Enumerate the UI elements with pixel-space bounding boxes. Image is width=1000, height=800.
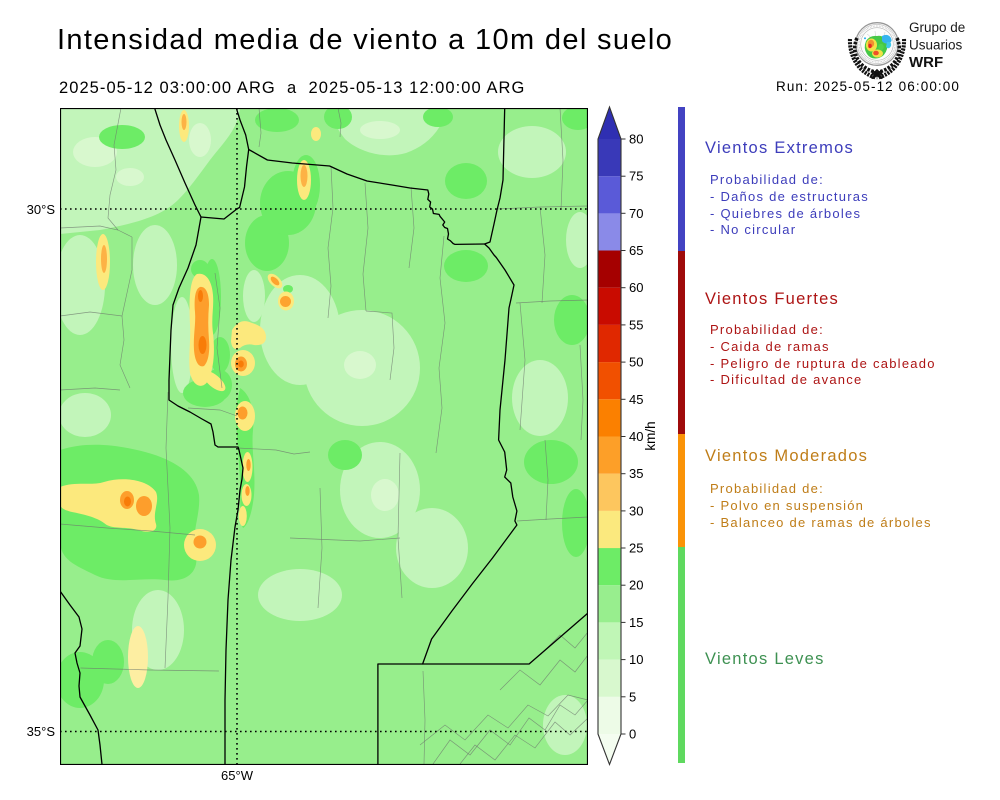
svg-text:45: 45 xyxy=(629,392,643,407)
svg-text:55: 55 xyxy=(629,317,643,332)
svg-text:WRF: WRF xyxy=(909,54,943,71)
svg-text:70: 70 xyxy=(629,206,643,221)
svg-text:5: 5 xyxy=(629,689,636,704)
svg-text:75: 75 xyxy=(629,169,643,184)
svg-text:30: 30 xyxy=(629,503,643,518)
svg-text:50: 50 xyxy=(629,355,643,370)
svg-text:Grupo de: Grupo de xyxy=(909,20,965,35)
svg-text:35: 35 xyxy=(629,466,643,481)
svg-text:20: 20 xyxy=(629,578,643,593)
svg-text:80: 80 xyxy=(629,132,643,147)
svg-text:15: 15 xyxy=(629,615,643,630)
svg-text:Usuarios: Usuarios xyxy=(909,38,963,53)
svg-text:25: 25 xyxy=(629,541,643,556)
svg-text:0: 0 xyxy=(629,727,636,742)
svg-text:km/h: km/h xyxy=(643,421,658,450)
svg-text:40: 40 xyxy=(629,429,643,444)
svg-text:65: 65 xyxy=(629,243,643,258)
svg-text:60: 60 xyxy=(629,280,643,295)
svg-text:10: 10 xyxy=(629,652,643,667)
